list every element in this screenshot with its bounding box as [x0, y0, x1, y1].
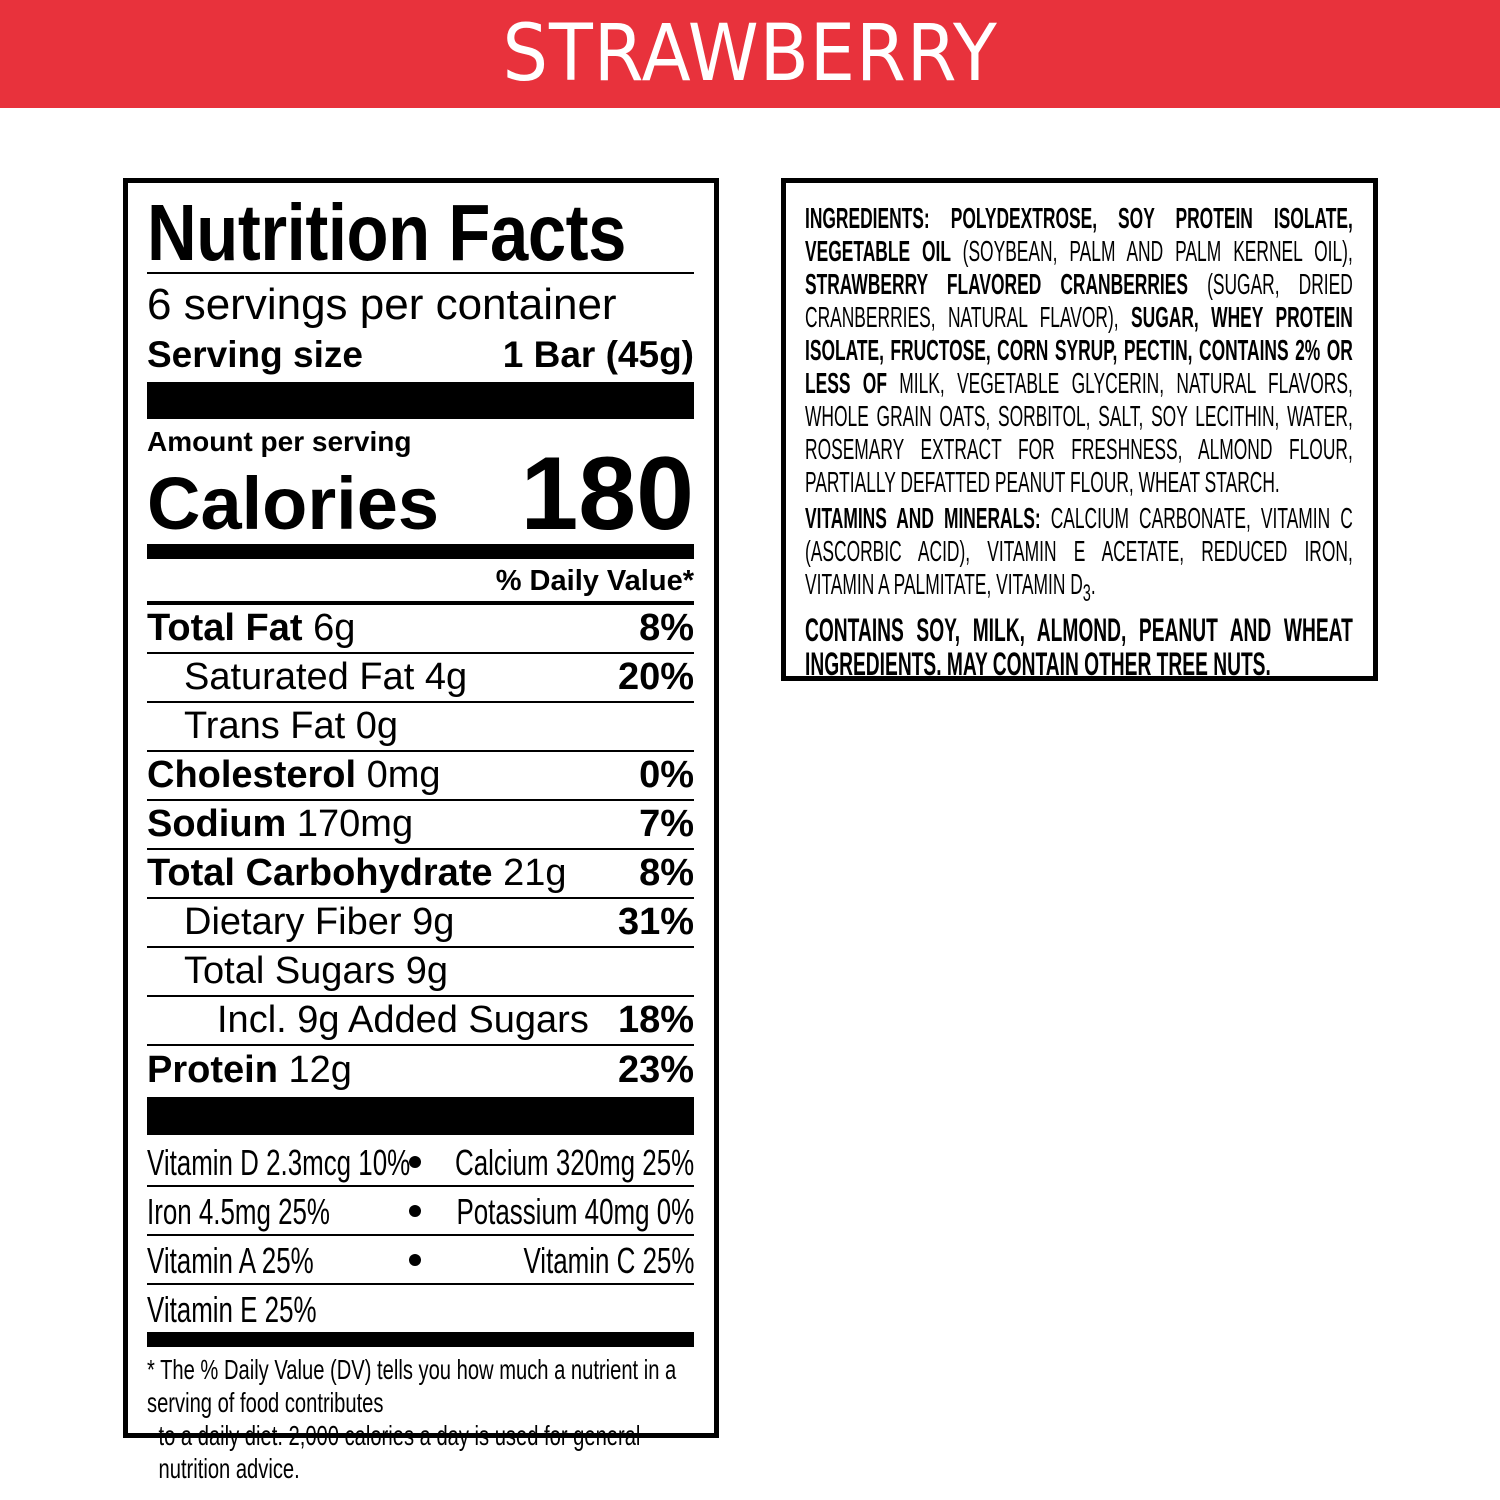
- vitamin-right: Calcium 320mg 25%: [454, 1142, 694, 1183]
- vitamin-left: Iron 4.5mg 25%: [147, 1191, 330, 1232]
- footnote: * The % Daily Value (DV) tells you how m…: [147, 1353, 680, 1485]
- flavor-banner: STRAWBERRY: [0, 0, 1500, 108]
- nutrient-amount: 9g: [412, 901, 455, 943]
- ingredient-segment: (SUGAR, DRIED CRANBERRIES, NATURAL FLAVO…: [805, 269, 1353, 334]
- allergen-statement: CONTAINS SOY, MILK, ALMOND, PEANUT AND W…: [805, 611, 1353, 682]
- nutrient-daily-value: 8%: [639, 852, 694, 894]
- nutrition-title: Nutrition Facts: [147, 188, 626, 277]
- nutrient-row: Cholesterol 0mg 0%: [147, 752, 694, 801]
- vitamin-row: Vitamin D 2.3mcg 10% Calcium 320mg 25%: [147, 1138, 694, 1187]
- vitamin-left: Vitamin D 2.3mcg 10%: [147, 1142, 411, 1183]
- nutrient-name: Total Carbohydrate: [147, 852, 493, 894]
- bullet-icon: [409, 1205, 421, 1217]
- nutrient-name: Sodium: [147, 803, 287, 845]
- nutrient-name-amount: Total Sugars 9g: [184, 950, 448, 993]
- nutrient-name-amount: Trans Fat 0g: [184, 705, 398, 748]
- serving-size-label: Serving size: [147, 334, 363, 375]
- vitamin-row: Iron 4.5mg 25% Potassium 40mg 0%: [147, 1187, 694, 1236]
- nutrient-amount: 21g: [503, 852, 567, 894]
- footnote-line-2: to a daily diet. 2,000 calories a day is…: [158, 1420, 641, 1484]
- nutrient-daily-value: 23%: [617, 1049, 694, 1091]
- nutrient-row: Protein 12g 23%: [147, 1046, 694, 1095]
- nutrient-amount: 6g: [313, 607, 356, 649]
- nutrient-row: Total Carbohydrate 21g 8%: [147, 850, 694, 899]
- nutrient-name: Incl. 9g Added Sugars: [217, 999, 589, 1041]
- ingredient-segment: (SOYBEAN, PALM AND PALM KERNEL OIL),: [962, 236, 1353, 268]
- thick-divider: [147, 1332, 694, 1347]
- vitamin-row: Vitamin A 25% Vitamin C 25%: [147, 1236, 694, 1285]
- nutrient-name-amount: Cholesterol 0mg: [147, 754, 441, 797]
- period: .: [1090, 569, 1096, 601]
- bullet-icon: [409, 1254, 421, 1266]
- vitamins-minerals: VITAMINS AND MINERALS: CALCIUM CARBONATE…: [805, 503, 1353, 610]
- ingredients-list: INGREDIENTS: POLYDEXTROSE, SOY PROTEIN I…: [805, 203, 1353, 500]
- nutrient-row: Total Fat 6g 8%: [147, 605, 694, 654]
- thick-divider: [147, 382, 694, 419]
- nutrient-amount: 0g: [355, 705, 399, 747]
- vitamin-left: Vitamin A 25%: [147, 1240, 314, 1281]
- nutrient-amount: 4g: [424, 656, 468, 698]
- vitamins-minerals-label: VITAMINS AND MINERALS:: [805, 503, 1041, 535]
- nutrient-name-amount: Sodium 170mg: [147, 803, 413, 846]
- divider: [147, 601, 694, 605]
- nutrient-daily-value: 7%: [639, 803, 694, 845]
- nutrient-name-amount: Total Carbohydrate 21g: [147, 852, 567, 895]
- nutrient-name: Total Sugars: [184, 950, 396, 992]
- nutrient-name-amount: Total Fat 6g: [147, 607, 355, 650]
- nutrient-name: Total Fat: [147, 607, 303, 649]
- vitamins-minerals-text: CALCIUM CARBONATE, VITAMIN C (ASCORBIC A…: [805, 503, 1353, 601]
- nutrient-rows: Total Fat 6g 8% Saturated Fat 4g 20% Trans F…: [147, 605, 694, 1095]
- vitamin-right: Potassium 40mg 0%: [456, 1191, 694, 1232]
- vitamin-d-subscript: 3: [1082, 579, 1091, 607]
- nutrient-amount: 170mg: [296, 803, 414, 845]
- nutrient-name: Protein: [147, 1049, 278, 1091]
- nutrient-daily-value: 0%: [639, 754, 694, 796]
- nutrient-name-amount: Dietary Fiber 9g: [184, 901, 454, 944]
- nutrient-amount: 0mg: [366, 754, 441, 796]
- nutrient-daily-value: 20%: [617, 656, 694, 698]
- nutrient-amount: 9g: [405, 950, 449, 992]
- nutrient-name: Trans Fat: [184, 705, 346, 747]
- bullet-icon: [409, 1156, 421, 1168]
- calories-value: 180: [520, 436, 694, 552]
- nutrient-name-amount: Protein 12g: [147, 1049, 352, 1092]
- ingredient-bold-segment: INGREDIENTS: POLYDEXTROSE, SOY PROTEIN I…: [805, 203, 1353, 268]
- nutrient-row: Sodium 170mg 7%: [147, 801, 694, 850]
- calories-row: Calories 180: [147, 435, 694, 554]
- nutrient-daily-value: 31%: [617, 901, 694, 943]
- nutrient-name: Cholesterol: [147, 754, 357, 796]
- nutrient-row: Saturated Fat 4g 20%: [147, 654, 694, 703]
- ingredient-bold-segment: STRAWBERRY FLAVORED CRANBERRIES: [805, 269, 1208, 301]
- nutrient-name-amount: Saturated Fat 4g: [184, 656, 467, 699]
- footnote-line-1: * The % Daily Value (DV) tells you how m…: [147, 1354, 677, 1418]
- thick-divider: [147, 1097, 694, 1135]
- ingredient-bold-segment: SUGAR, WHEY PROTEIN ISOLATE, FRUCTOSE, C…: [805, 302, 1353, 400]
- nutrient-row: Incl. 9g Added Sugars 18%: [147, 997, 694, 1046]
- vitamin-right: Vitamin C 25%: [523, 1240, 694, 1281]
- nutrient-amount: 12g: [288, 1049, 352, 1091]
- vitamin-row: Vitamin E 25%: [147, 1285, 694, 1334]
- vitamin-left: Vitamin E 25%: [147, 1289, 317, 1330]
- serving-size-row: Serving size 1 Bar (45g): [147, 333, 694, 377]
- serving-size-value: 1 Bar (45g): [502, 334, 694, 375]
- nutrient-name: Dietary Fiber: [184, 901, 402, 943]
- servings-per-container: 6 servings per container: [147, 280, 617, 329]
- divider: [147, 272, 694, 274]
- nutrient-daily-value: 8%: [639, 607, 694, 649]
- nutrient-name: Saturated Fat: [184, 656, 415, 698]
- daily-value-header: % Daily Value*: [495, 565, 694, 597]
- calories-label: Calories: [147, 462, 440, 545]
- ingredient-segment: MILK, VEGETABLE GLYCERIN, NATURAL FLAVOR…: [805, 368, 1353, 499]
- thick-divider: [147, 544, 694, 559]
- nutrient-row: Total Sugars 9g: [147, 948, 694, 997]
- amount-per-serving: Amount per serving: [147, 426, 412, 457]
- nutrient-name-amount: Incl. 9g Added Sugars: [217, 999, 589, 1042]
- nutrient-row: Dietary Fiber 9g 31%: [147, 899, 694, 948]
- flavor-title: STRAWBERRY: [502, 9, 998, 99]
- nutrition-facts-panel: Nutrition Facts 6 servings per container…: [123, 178, 719, 1484]
- nutrient-daily-value: 18%: [617, 999, 694, 1041]
- nutrient-row: Trans Fat 0g: [147, 703, 694, 752]
- ingredients-panel: INGREDIENTS: POLYDEXTROSE, SOY PROTEIN I…: [781, 178, 1378, 681]
- vitamin-rows: Vitamin D 2.3mcg 10% Calcium 320mg 25% Iro…: [147, 1138, 694, 1334]
